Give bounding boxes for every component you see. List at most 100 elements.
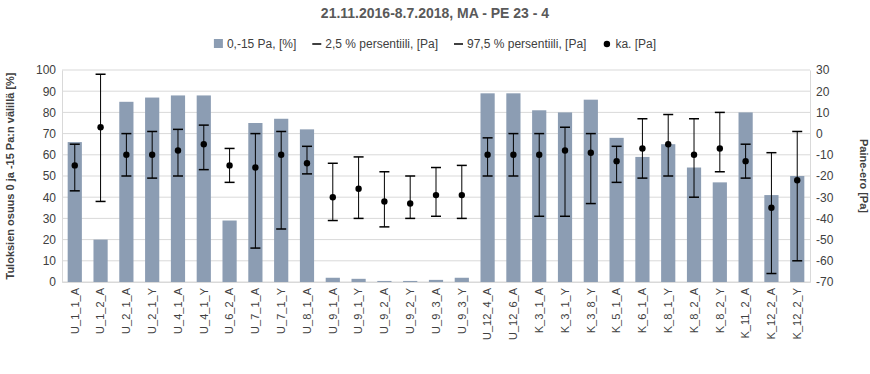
tick: U_7_1_Y [275,282,287,334]
percentile-marker [173,129,183,131]
tick: U_12_4_A [481,282,493,340]
error-bar [410,176,411,218]
mean-marker [381,198,387,204]
grid-line [62,91,810,92]
tick: K_12_2_A [765,282,777,339]
legend-label: ka. [Pa] [615,37,656,51]
percentile-marker [250,247,260,249]
tick-label: U_4_1_A [172,287,184,334]
tick-label: 30 [43,212,57,226]
percentile-marker [715,171,725,173]
percentile-marker [250,133,260,135]
percentile-marker [586,203,596,205]
error-bar [281,131,282,229]
error-bar [100,74,101,201]
tick-label: U_1_2_A [94,287,106,334]
tick-label: U_1_1_A [69,287,81,334]
tick: K_3_1_Y [559,282,571,333]
tick-label: U_6_2_A [223,287,235,334]
tick-label: K_3_1_A [533,287,545,333]
percentile-marker [276,228,286,230]
tick-label: U_9_3_A [430,287,442,334]
mean-marker [562,147,568,153]
error-bar [771,153,772,274]
error-bar [590,134,591,204]
tick-label: 10 [816,106,830,120]
y2-axis: -70-60-50-40-30-20-100102030 [810,63,834,289]
axis-line [62,71,63,283]
percentile-marker [354,218,364,220]
tick: 30 [43,212,62,226]
legend-symbol [312,43,321,45]
tick-label: U_12_6_A [507,287,519,340]
tick: 80 [43,106,62,120]
bar [68,142,82,282]
legend-label: 2,5 % persentiili, [Pa] [325,37,438,51]
mean-marker [149,152,155,158]
tick-label: -60 [816,254,834,268]
tick-label: 0 [49,275,56,289]
bar [713,182,727,282]
percentile-marker [96,201,106,203]
tick: 90 [43,85,62,99]
mean-marker [691,152,697,158]
tick: U_4_1_A [172,282,184,334]
x-axis: U_1_1_AU_1_2_AU_2_1_AU_2_1_YU_4_1_AU_4_1… [63,282,811,340]
mean-marker [278,152,284,158]
mean-marker [72,162,78,168]
percentile-marker [560,126,570,128]
tick: U_2_1_Y [146,282,158,334]
tick: K_3_8_Y [585,282,597,333]
tick: U_8_1_A [301,282,313,334]
tick-label: K_8_1_Y [662,287,674,333]
tick-label: K_3_1_Y [559,287,571,333]
tick-label: U_12_4_A [481,287,493,340]
mean-marker [330,194,336,200]
error-bars [75,74,797,273]
percentile-marker [766,152,776,154]
tick: 30 [810,63,830,77]
mean-marker [433,192,439,198]
bar [739,112,753,282]
tick-label: -70 [816,275,834,289]
percentile-marker [431,216,441,218]
percentile-marker [612,182,622,184]
percentile-marker [483,175,493,177]
percentile-marker [302,173,312,175]
percentile-marker [70,190,80,192]
percentile-marker [586,133,596,135]
tick: -10 [810,148,834,162]
percentile-marker [354,156,364,158]
legend-label: 97,5 % persentiili, [Pa] [467,37,586,51]
tick: -50 [810,233,834,247]
bar [377,281,391,282]
tick: -40 [810,212,834,226]
tick: 0 [49,275,62,289]
percentile-marker [457,165,467,167]
y2-axis-title: Paine-ero [Pa] [858,139,870,213]
tick: U_9_3_Y [456,282,468,334]
tick: U_7_1_A [249,282,261,334]
tick: K_12_2_Y [791,282,803,339]
tick-label: K_6_1_A [636,287,648,333]
tick: 60 [43,148,62,162]
scatter-series [70,74,802,176]
tick-label: 70 [43,127,57,141]
tick-label: U_2_1_A [120,287,132,334]
tick-label: -50 [816,233,834,247]
tick: 20 [810,85,830,99]
mean-marker [304,160,310,166]
scatter-series [72,124,801,211]
percentile-marker [225,182,235,184]
legend-item: ka. [Pa] [604,37,656,51]
percentile-marker [663,175,673,177]
tick-label: -40 [816,212,834,226]
tick: K_8_1_Y [662,282,674,333]
tick-label: -20 [816,169,834,183]
percentile-marker [96,73,106,75]
percentile-marker [199,169,209,171]
bar [455,278,469,282]
percentile-marker [741,143,751,145]
percentile-marker [508,133,518,135]
percentile-marker [612,146,622,148]
